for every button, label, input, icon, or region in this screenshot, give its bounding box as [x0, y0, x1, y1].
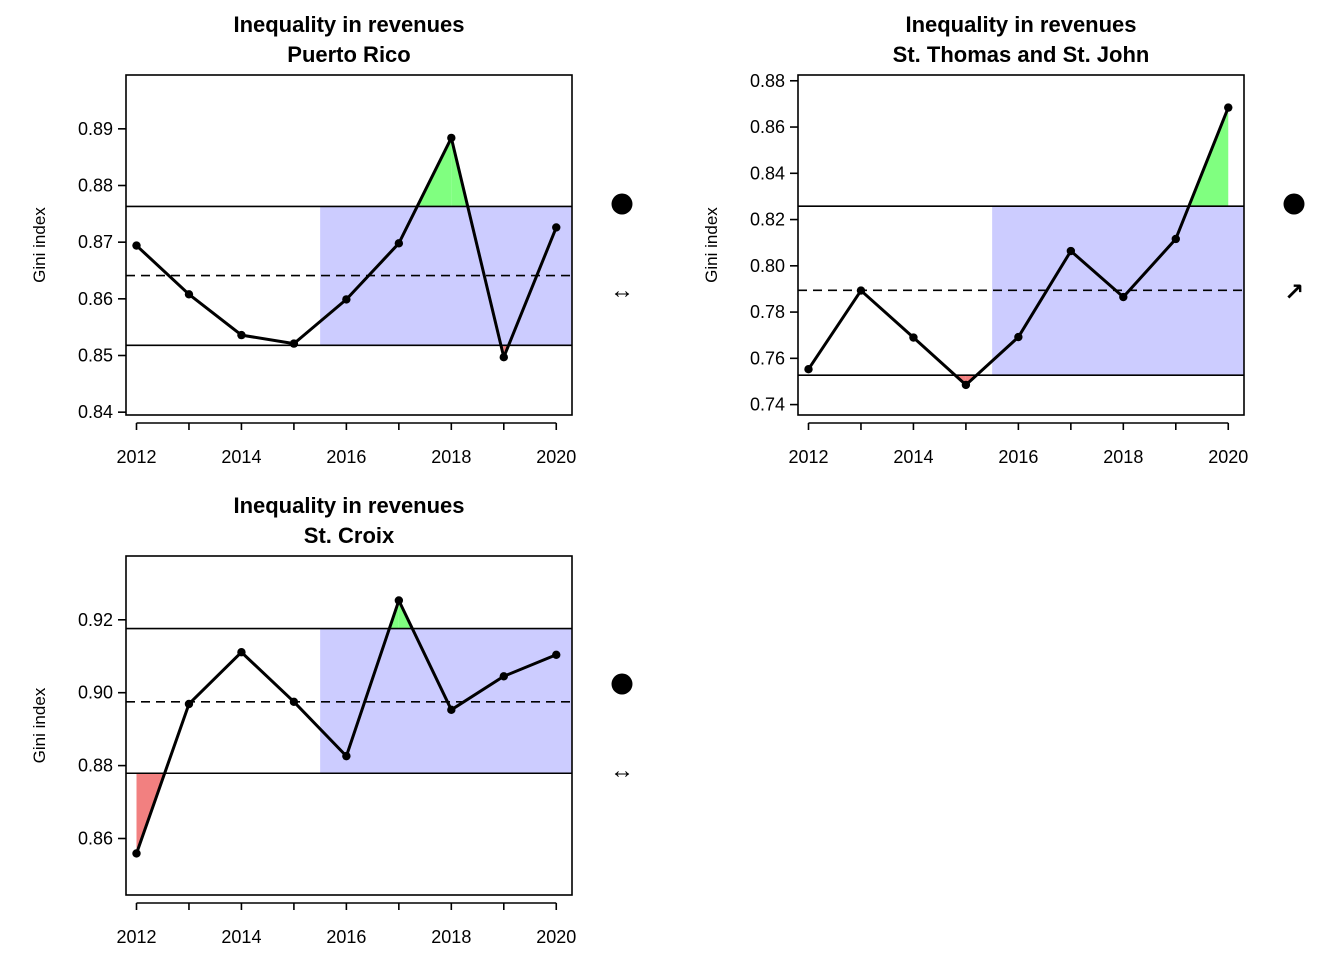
x-tick-label: 2020 [536, 927, 576, 947]
data-point [1014, 332, 1023, 342]
data-point [184, 699, 194, 709]
y-tick-label: 0.92 [78, 610, 113, 630]
data-point [856, 286, 866, 295]
status-circle-icon [1283, 193, 1305, 215]
data-point [552, 650, 561, 659]
x-tick-label: 2016 [326, 927, 366, 947]
status-circle-icon [611, 193, 633, 215]
y-tick-label: 0.88 [78, 756, 113, 776]
x-tick-label: 2018 [431, 447, 471, 467]
y-tick-label: 0.80 [750, 256, 785, 276]
y-tick-label: 0.84 [78, 402, 113, 422]
data-point [342, 751, 351, 761]
x-tick-label: 2016 [326, 447, 366, 467]
data-point [499, 672, 508, 681]
y-axis-label: Gini index [702, 207, 721, 283]
plot-frame [125, 555, 573, 896]
y-tick-label: 0.76 [750, 348, 785, 368]
data-point [184, 290, 194, 299]
x-tick-label: 2020 [1208, 447, 1248, 467]
y-tick-label: 0.88 [78, 176, 113, 196]
chart-subtitle: St. Croix [304, 523, 395, 548]
chart-subtitle: Puerto Rico [287, 42, 410, 67]
chart-subtitle: St. Thomas and St. John [893, 42, 1150, 67]
data-point [237, 330, 246, 340]
y-tick-label: 0.85 [78, 346, 113, 366]
x-tick-label: 2012 [116, 447, 156, 467]
data-point [132, 849, 141, 858]
data-point [289, 339, 299, 348]
data-point [394, 596, 404, 605]
x-tick-label: 2018 [1103, 447, 1143, 467]
data-point [552, 223, 561, 232]
status-circle-icon [611, 673, 633, 695]
chart-title: Inequality in revenues [233, 493, 464, 518]
y-axis-label: Gini index [30, 207, 49, 283]
x-tick-label: 2016 [998, 447, 1038, 467]
data-point [132, 241, 141, 250]
data-point [289, 697, 299, 707]
y-axis-label: Gini index [30, 687, 49, 763]
plot-frame [797, 74, 1245, 416]
y-tick-label: 0.86 [78, 289, 113, 309]
y-tick-label: 0.87 [78, 232, 113, 252]
y-tick-label: 0.84 [750, 163, 785, 183]
x-tick-label: 2014 [221, 447, 261, 467]
x-tick-label: 2012 [116, 927, 156, 947]
chart-panel-3: 0.86 0.88 0.90 0.92 2012 2014 2016 2018 2020 Gini… [30, 493, 634, 947]
x-tick-label: 2018 [431, 927, 471, 947]
data-point [1066, 246, 1076, 256]
x-tick-label: 2014 [221, 927, 261, 947]
chart-panel-1: 0.84 0.85 0.86 0.87 0.88 0.89 2012 2014 2016 2018… [30, 12, 634, 467]
y-tick-label: 0.82 [750, 210, 785, 230]
y-tick-label: 0.89 [78, 119, 113, 139]
trend-arrow-icon: ↗ [1284, 279, 1304, 306]
y-tick-label: 0.86 [750, 117, 785, 137]
x-tick-label: 2020 [536, 447, 576, 467]
data-point [237, 648, 246, 657]
y-tick-label: 0.78 [750, 302, 785, 322]
data-point [909, 333, 918, 342]
y-tick-label: 0.88 [750, 71, 785, 91]
x-tick-label: 2014 [893, 447, 933, 467]
data-point [1224, 103, 1233, 112]
chart-panel-2: 0.74 0.76 0.78 0.80 0.82 0.84 0.86 0.88 2012 2014… [702, 12, 1305, 467]
y-tick-label: 0.74 [750, 395, 785, 415]
data-point [499, 353, 508, 362]
chart-title: Inequality in revenues [905, 12, 1136, 37]
data-point [447, 133, 456, 143]
data-point [342, 295, 351, 304]
trend-arrow-icon: ↔ [610, 277, 634, 304]
data-point [394, 239, 404, 248]
data-point [804, 365, 813, 374]
y-tick-label: 0.86 [78, 829, 113, 849]
chart-title: Inequality in revenues [233, 12, 464, 37]
y-tick-label: 0.90 [78, 683, 113, 703]
plot-frame [125, 74, 573, 416]
data-point [961, 380, 971, 390]
data-point [1119, 292, 1128, 302]
x-tick-label: 2012 [788, 447, 828, 467]
trend-arrow-icon: ↔ [610, 757, 634, 784]
data-point [447, 705, 456, 715]
data-point [1171, 234, 1180, 244]
